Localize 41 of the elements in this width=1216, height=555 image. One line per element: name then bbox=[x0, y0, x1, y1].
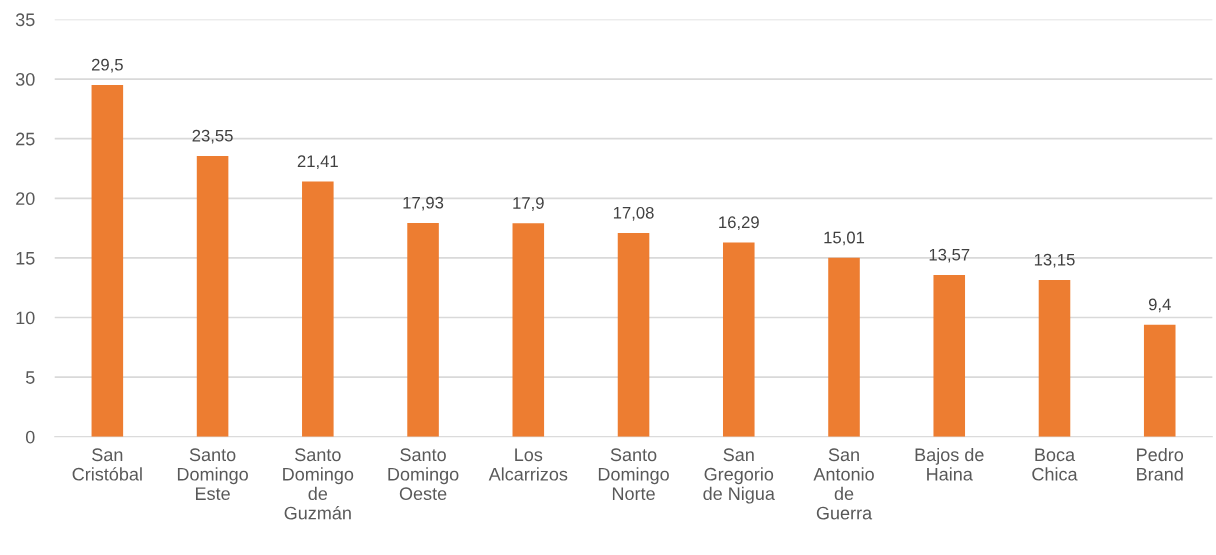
data-label: 16,29 bbox=[719, 216, 759, 231]
bar bbox=[91, 85, 124, 437]
data-label: 15,01 bbox=[824, 231, 865, 246]
y-tick-label: 35 bbox=[15, 13, 35, 27]
bar bbox=[722, 242, 755, 437]
y-tick-label: 5 bbox=[25, 371, 35, 384]
bar bbox=[617, 233, 650, 437]
data-label: 17,9 bbox=[513, 197, 544, 211]
bar bbox=[512, 223, 545, 437]
x-tick-label: Santo Domingo de Guzmán bbox=[283, 448, 354, 520]
x-tick-label: Santo Domingo Norte bbox=[598, 448, 669, 501]
data-label: 13,57 bbox=[929, 248, 970, 263]
data-label: 9,4 bbox=[1148, 298, 1171, 313]
data-label: 21,41 bbox=[297, 155, 338, 170]
x-tick-label: Santo Domingo Oeste bbox=[388, 448, 459, 501]
y-tick-label: 30 bbox=[15, 72, 35, 86]
y-tick-label: 15 bbox=[16, 252, 35, 265]
y-tick-label: 0 bbox=[25, 430, 35, 444]
bar bbox=[196, 155, 229, 437]
bar bbox=[302, 181, 334, 437]
x-tick-label: Bajos de Haina bbox=[915, 447, 984, 481]
bar bbox=[933, 274, 966, 437]
data-label: 17,08 bbox=[613, 206, 654, 221]
x-tick-label: Los Alcarrizos bbox=[488, 448, 568, 481]
bar bbox=[828, 257, 860, 437]
bar bbox=[1143, 324, 1176, 437]
x-tick-label: San Gregorio de Nigua bbox=[703, 448, 775, 504]
data-label: 29,5 bbox=[91, 58, 123, 73]
bar bbox=[407, 222, 439, 437]
data-label: 17,93 bbox=[403, 196, 444, 211]
data-label: 13,15 bbox=[1034, 253, 1075, 268]
y-tick-label: 20 bbox=[16, 192, 35, 206]
data-label: 23,55 bbox=[192, 129, 233, 144]
bar bbox=[1038, 279, 1071, 437]
x-tick-label: Boca Chica bbox=[1032, 448, 1078, 481]
y-tick-label: 25 bbox=[16, 132, 35, 146]
y-tick-label: 10 bbox=[16, 311, 35, 325]
x-tick-label: Pedro Brand bbox=[1137, 447, 1184, 481]
x-tick-label: Santo Domingo Este bbox=[177, 448, 248, 501]
x-tick-label: San Antonio de Guerra bbox=[813, 448, 874, 520]
x-tick-label: San Cristóbal bbox=[72, 448, 142, 481]
